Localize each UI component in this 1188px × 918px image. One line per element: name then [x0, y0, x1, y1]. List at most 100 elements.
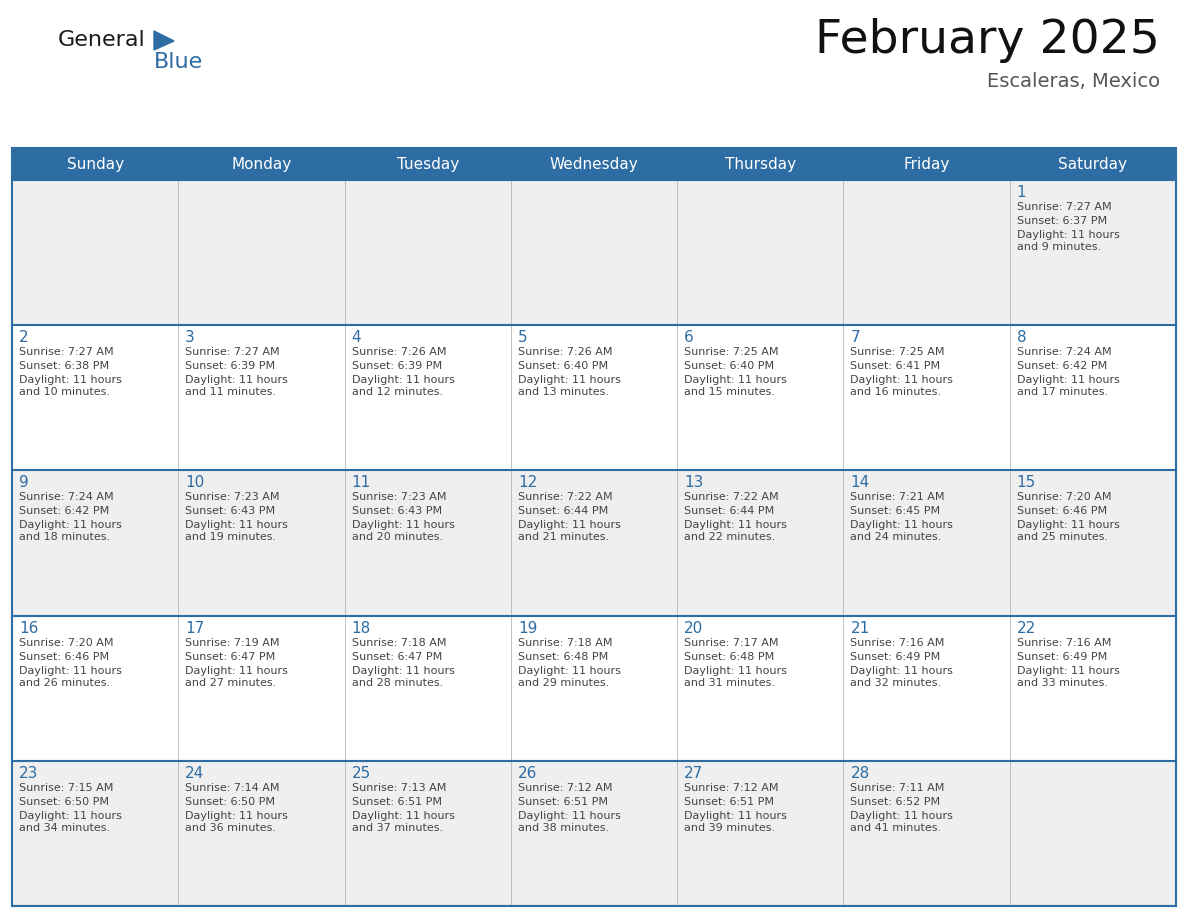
Text: Sunrise: 7:26 AM: Sunrise: 7:26 AM — [352, 347, 446, 357]
Text: Sunrise: 7:20 AM: Sunrise: 7:20 AM — [19, 638, 114, 647]
Text: 17: 17 — [185, 621, 204, 635]
Text: Thursday: Thursday — [725, 156, 796, 172]
Text: Sunrise: 7:20 AM: Sunrise: 7:20 AM — [1017, 492, 1111, 502]
Text: Daylight: 11 hours: Daylight: 11 hours — [684, 521, 786, 531]
Text: and 17 minutes.: and 17 minutes. — [1017, 387, 1108, 397]
Text: 3: 3 — [185, 330, 195, 345]
Text: 24: 24 — [185, 766, 204, 781]
Text: Sunrise: 7:16 AM: Sunrise: 7:16 AM — [1017, 638, 1111, 647]
Text: and 18 minutes.: and 18 minutes. — [19, 532, 110, 543]
Text: Daylight: 11 hours: Daylight: 11 hours — [684, 666, 786, 676]
Text: and 36 minutes.: and 36 minutes. — [185, 823, 277, 833]
Text: Monday: Monday — [232, 156, 291, 172]
Text: 14: 14 — [851, 476, 870, 490]
Text: and 10 minutes.: and 10 minutes. — [19, 387, 110, 397]
Text: and 20 minutes.: and 20 minutes. — [352, 532, 443, 543]
Bar — [12, 761, 1176, 906]
Text: Daylight: 11 hours: Daylight: 11 hours — [518, 666, 621, 676]
Text: and 26 minutes.: and 26 minutes. — [19, 677, 110, 688]
Text: Sunset: 6:43 PM: Sunset: 6:43 PM — [352, 507, 442, 517]
Text: 28: 28 — [851, 766, 870, 781]
Text: Sunrise: 7:25 AM: Sunrise: 7:25 AM — [684, 347, 778, 357]
Text: 13: 13 — [684, 476, 703, 490]
Text: Daylight: 11 hours: Daylight: 11 hours — [352, 521, 455, 531]
Text: and 41 minutes.: and 41 minutes. — [851, 823, 942, 833]
Text: Daylight: 11 hours: Daylight: 11 hours — [1017, 521, 1119, 531]
Text: and 15 minutes.: and 15 minutes. — [684, 387, 775, 397]
Text: Saturday: Saturday — [1059, 156, 1127, 172]
Text: February 2025: February 2025 — [815, 18, 1159, 63]
Text: Daylight: 11 hours: Daylight: 11 hours — [19, 521, 122, 531]
Bar — [12, 148, 1176, 180]
Text: and 38 minutes.: and 38 minutes. — [518, 823, 609, 833]
Text: and 31 minutes.: and 31 minutes. — [684, 677, 775, 688]
Text: Daylight: 11 hours: Daylight: 11 hours — [684, 811, 786, 821]
Text: 27: 27 — [684, 766, 703, 781]
Text: Friday: Friday — [903, 156, 949, 172]
Text: Sunset: 6:39 PM: Sunset: 6:39 PM — [352, 361, 442, 371]
Bar — [12, 616, 1176, 761]
Text: Sunrise: 7:23 AM: Sunrise: 7:23 AM — [185, 492, 280, 502]
Text: Sunset: 6:51 PM: Sunset: 6:51 PM — [518, 797, 608, 807]
Text: 21: 21 — [851, 621, 870, 635]
Text: Tuesday: Tuesday — [397, 156, 459, 172]
Text: Sunset: 6:49 PM: Sunset: 6:49 PM — [851, 652, 941, 662]
Text: 11: 11 — [352, 476, 371, 490]
Text: Daylight: 11 hours: Daylight: 11 hours — [851, 521, 953, 531]
Text: Sunset: 6:47 PM: Sunset: 6:47 PM — [352, 652, 442, 662]
Text: 20: 20 — [684, 621, 703, 635]
Text: Sunrise: 7:12 AM: Sunrise: 7:12 AM — [518, 783, 612, 793]
Text: and 28 minutes.: and 28 minutes. — [352, 677, 443, 688]
Text: Daylight: 11 hours: Daylight: 11 hours — [1017, 666, 1119, 676]
Text: Escaleras, Mexico: Escaleras, Mexico — [987, 72, 1159, 91]
Text: Wednesday: Wednesday — [550, 156, 638, 172]
Bar — [12, 180, 1176, 325]
Text: Daylight: 11 hours: Daylight: 11 hours — [518, 375, 621, 386]
Text: Sunrise: 7:22 AM: Sunrise: 7:22 AM — [518, 492, 613, 502]
Text: and 27 minutes.: and 27 minutes. — [185, 677, 277, 688]
Text: Sunrise: 7:26 AM: Sunrise: 7:26 AM — [518, 347, 612, 357]
Text: 15: 15 — [1017, 476, 1036, 490]
Text: Daylight: 11 hours: Daylight: 11 hours — [518, 811, 621, 821]
Text: Daylight: 11 hours: Daylight: 11 hours — [352, 375, 455, 386]
Text: 26: 26 — [518, 766, 537, 781]
Text: 9: 9 — [19, 476, 29, 490]
Text: Sunset: 6:48 PM: Sunset: 6:48 PM — [518, 652, 608, 662]
Bar — [12, 325, 1176, 470]
Text: and 22 minutes.: and 22 minutes. — [684, 532, 776, 543]
Text: Sunset: 6:46 PM: Sunset: 6:46 PM — [19, 652, 109, 662]
Text: Sunset: 6:42 PM: Sunset: 6:42 PM — [19, 507, 109, 517]
Text: Sunset: 6:46 PM: Sunset: 6:46 PM — [1017, 507, 1107, 517]
Text: and 32 minutes.: and 32 minutes. — [851, 677, 942, 688]
Text: Sunrise: 7:22 AM: Sunrise: 7:22 AM — [684, 492, 779, 502]
Text: Sunset: 6:50 PM: Sunset: 6:50 PM — [185, 797, 276, 807]
Text: Daylight: 11 hours: Daylight: 11 hours — [185, 666, 289, 676]
Text: Sunrise: 7:13 AM: Sunrise: 7:13 AM — [352, 783, 446, 793]
Text: Sunset: 6:51 PM: Sunset: 6:51 PM — [352, 797, 442, 807]
Text: and 19 minutes.: and 19 minutes. — [185, 532, 277, 543]
Text: and 11 minutes.: and 11 minutes. — [185, 387, 277, 397]
Text: 23: 23 — [19, 766, 38, 781]
Text: Sunrise: 7:16 AM: Sunrise: 7:16 AM — [851, 638, 944, 647]
Text: 2: 2 — [19, 330, 29, 345]
Text: 19: 19 — [518, 621, 537, 635]
Text: Sunrise: 7:24 AM: Sunrise: 7:24 AM — [1017, 347, 1111, 357]
Text: Sunday: Sunday — [67, 156, 124, 172]
Bar — [12, 470, 1176, 616]
Text: and 39 minutes.: and 39 minutes. — [684, 823, 776, 833]
Text: 7: 7 — [851, 330, 860, 345]
Text: Sunrise: 7:25 AM: Sunrise: 7:25 AM — [851, 347, 944, 357]
Text: General: General — [58, 30, 146, 50]
Text: Sunset: 6:42 PM: Sunset: 6:42 PM — [1017, 361, 1107, 371]
Text: and 9 minutes.: and 9 minutes. — [1017, 242, 1101, 252]
Text: and 34 minutes.: and 34 minutes. — [19, 823, 110, 833]
Text: Daylight: 11 hours: Daylight: 11 hours — [1017, 375, 1119, 386]
Text: Sunrise: 7:12 AM: Sunrise: 7:12 AM — [684, 783, 778, 793]
Text: 1: 1 — [1017, 185, 1026, 200]
Text: Daylight: 11 hours: Daylight: 11 hours — [851, 666, 953, 676]
Polygon shape — [154, 31, 173, 50]
Text: Sunrise: 7:23 AM: Sunrise: 7:23 AM — [352, 492, 446, 502]
Text: and 13 minutes.: and 13 minutes. — [518, 387, 609, 397]
Text: Daylight: 11 hours: Daylight: 11 hours — [19, 811, 122, 821]
Text: Daylight: 11 hours: Daylight: 11 hours — [185, 375, 289, 386]
